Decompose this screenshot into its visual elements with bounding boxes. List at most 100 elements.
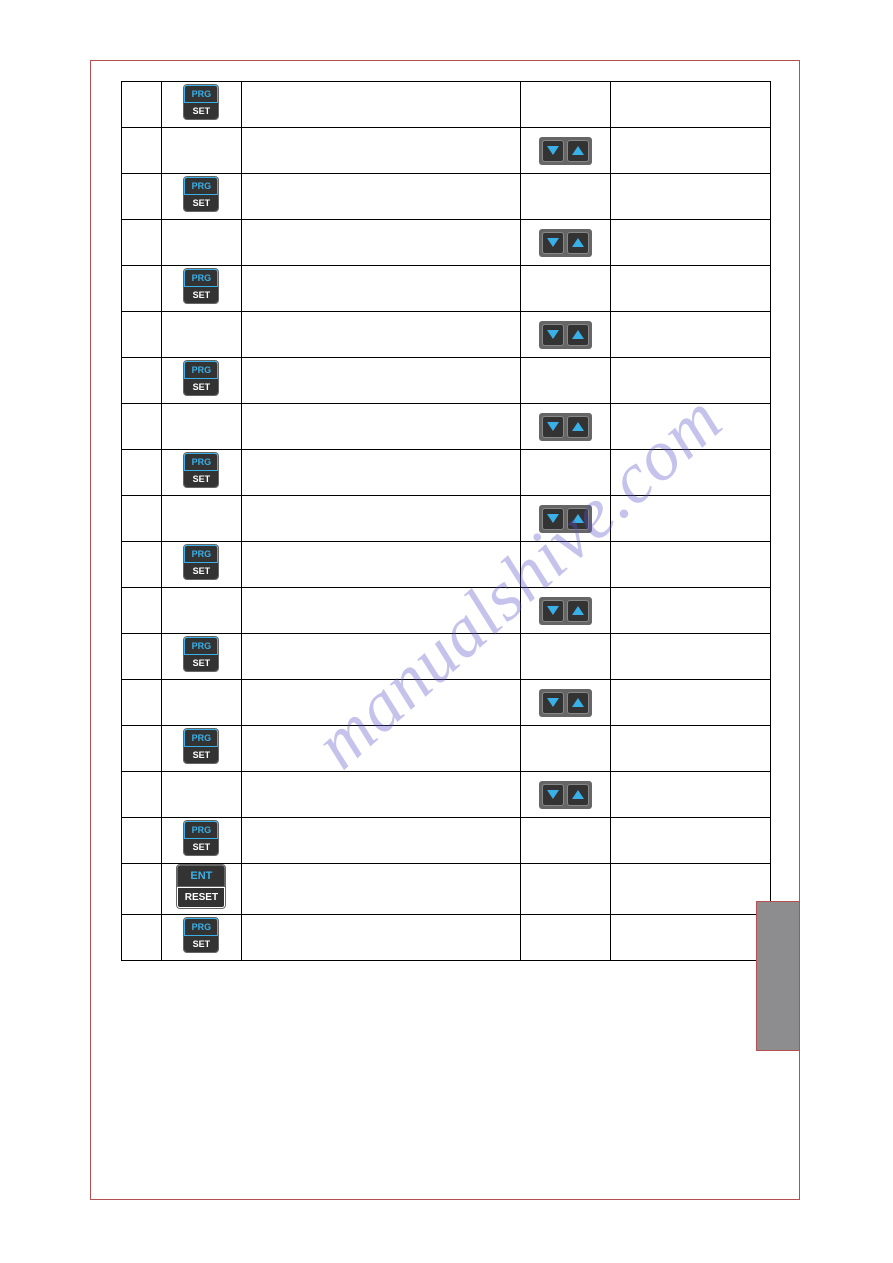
table-row: PRGSET: [122, 358, 771, 404]
table-row: PRGSET: [122, 542, 771, 588]
value-cell: [611, 404, 771, 450]
step-cell: [122, 358, 162, 404]
step-cell: [122, 404, 162, 450]
button-cell: PRGSET: [161, 542, 241, 588]
step-cell: [122, 634, 162, 680]
description-cell: [241, 634, 520, 680]
prg-set-button[interactable]: PRGSET: [183, 176, 219, 212]
description-cell: [241, 450, 520, 496]
button-cell: [161, 404, 241, 450]
prg-set-button[interactable]: PRGSET: [183, 452, 219, 488]
step-cell: [122, 82, 162, 128]
prg-label: PRG: [184, 918, 218, 936]
up-down-buttons[interactable]: [539, 229, 592, 257]
prg-label: PRG: [184, 177, 218, 195]
value-cell: [611, 772, 771, 818]
chevron-down-icon: [547, 330, 559, 339]
up-button[interactable]: [567, 416, 589, 438]
up-down-buttons[interactable]: [539, 689, 592, 717]
description-cell: [241, 220, 520, 266]
prg-set-button[interactable]: PRGSET: [183, 360, 219, 396]
up-down-buttons[interactable]: [539, 597, 592, 625]
up-button[interactable]: [567, 508, 589, 530]
step-cell: [122, 542, 162, 588]
prg-label: PRG: [184, 729, 218, 747]
reset-label: RESET: [177, 887, 225, 908]
description-cell: [241, 358, 520, 404]
step-cell: [122, 174, 162, 220]
up-button[interactable]: [567, 600, 589, 622]
button-cell: PRGSET: [161, 915, 241, 961]
value-cell: [611, 128, 771, 174]
up-down-buttons[interactable]: [539, 413, 592, 441]
chevron-down-icon: [547, 606, 559, 615]
arrows-cell: [521, 542, 611, 588]
table-row: [122, 496, 771, 542]
value-cell: [611, 588, 771, 634]
down-button[interactable]: [542, 692, 564, 714]
down-button[interactable]: [542, 508, 564, 530]
description-cell: [241, 82, 520, 128]
ent-reset-button[interactable]: ENTRESET: [176, 864, 226, 909]
page-border: PRGSETPRGSETPRGSETPRGSETPRGSETPRGSETPRGS…: [90, 60, 800, 1200]
down-button[interactable]: [542, 784, 564, 806]
button-cell: PRGSET: [161, 174, 241, 220]
set-label: SET: [184, 103, 218, 119]
chevron-down-icon: [547, 698, 559, 707]
step-cell: [122, 680, 162, 726]
up-button[interactable]: [567, 324, 589, 346]
up-button[interactable]: [567, 784, 589, 806]
prg-set-button[interactable]: PRGSET: [183, 268, 219, 304]
up-button[interactable]: [567, 692, 589, 714]
prg-label: PRG: [184, 85, 218, 103]
button-cell: PRGSET: [161, 82, 241, 128]
chevron-up-icon: [572, 238, 584, 247]
up-down-buttons[interactable]: [539, 505, 592, 533]
up-down-buttons[interactable]: [539, 321, 592, 349]
button-cell: PRGSET: [161, 450, 241, 496]
button-cell: PRGSET: [161, 266, 241, 312]
down-button[interactable]: [542, 324, 564, 346]
description-cell: [241, 915, 520, 961]
table-row: [122, 220, 771, 266]
value-cell: [611, 818, 771, 864]
up-down-buttons[interactable]: [539, 781, 592, 809]
prg-set-button[interactable]: PRGSET: [183, 917, 219, 953]
prg-set-button[interactable]: PRGSET: [183, 820, 219, 856]
table-row: PRGSET: [122, 915, 771, 961]
set-label: SET: [184, 563, 218, 579]
table-row: PRGSET: [122, 174, 771, 220]
value-cell: [611, 220, 771, 266]
up-button[interactable]: [567, 140, 589, 162]
button-cell: ENTRESET: [161, 864, 241, 915]
arrows-cell: [521, 450, 611, 496]
arrows-cell: [521, 680, 611, 726]
prg-set-button[interactable]: PRGSET: [183, 544, 219, 580]
step-cell: [122, 915, 162, 961]
chevron-up-icon: [572, 422, 584, 431]
set-label: SET: [184, 471, 218, 487]
prg-label: PRG: [184, 453, 218, 471]
arrows-cell: [521, 818, 611, 864]
button-cell: PRGSET: [161, 634, 241, 680]
set-label: SET: [184, 747, 218, 763]
down-button[interactable]: [542, 416, 564, 438]
step-cell: [122, 450, 162, 496]
up-down-buttons[interactable]: [539, 137, 592, 165]
prg-set-button[interactable]: PRGSET: [183, 84, 219, 120]
down-button[interactable]: [542, 232, 564, 254]
prg-set-button[interactable]: PRGSET: [183, 636, 219, 672]
arrows-cell: [521, 772, 611, 818]
description-cell: [241, 588, 520, 634]
down-button[interactable]: [542, 600, 564, 622]
arrows-cell: [521, 496, 611, 542]
chevron-down-icon: [547, 790, 559, 799]
value-cell: [611, 634, 771, 680]
prg-set-button[interactable]: PRGSET: [183, 728, 219, 764]
description-cell: [241, 404, 520, 450]
step-cell: [122, 266, 162, 312]
arrows-cell: [521, 220, 611, 266]
up-button[interactable]: [567, 232, 589, 254]
ent-label: ENT: [177, 865, 225, 887]
down-button[interactable]: [542, 140, 564, 162]
